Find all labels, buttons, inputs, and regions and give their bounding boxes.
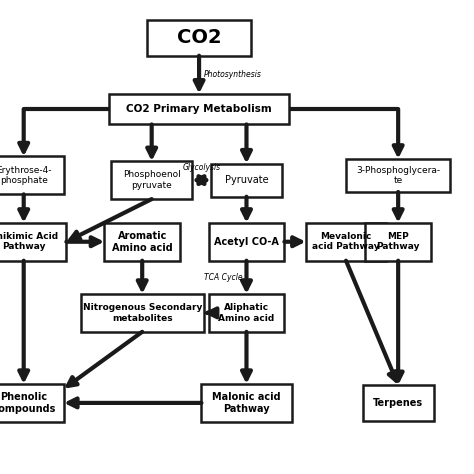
FancyBboxPatch shape bbox=[346, 159, 450, 192]
Text: Nitrogenous Secondary
metabolites: Nitrogenous Secondary metabolites bbox=[82, 303, 202, 322]
Text: Phosphoenol
pyruvate: Phosphoenol pyruvate bbox=[123, 171, 181, 190]
Text: Aromatic
Amino acid: Aromatic Amino acid bbox=[112, 231, 173, 253]
Text: 3-Phosphoglycera-
te: 3-Phosphoglycera- te bbox=[356, 166, 440, 185]
FancyBboxPatch shape bbox=[0, 223, 66, 261]
Text: Shikimic Acid
Pathway: Shikimic Acid Pathway bbox=[0, 232, 58, 251]
FancyBboxPatch shape bbox=[201, 384, 292, 422]
Text: MEP
Pathway: MEP Pathway bbox=[376, 232, 420, 251]
Text: Glycolysis: Glycolysis bbox=[182, 163, 220, 172]
FancyBboxPatch shape bbox=[209, 294, 284, 332]
FancyBboxPatch shape bbox=[0, 156, 64, 194]
FancyBboxPatch shape bbox=[111, 161, 192, 199]
FancyBboxPatch shape bbox=[365, 223, 431, 261]
Text: Photosynthesis: Photosynthesis bbox=[204, 70, 262, 79]
FancyBboxPatch shape bbox=[147, 20, 251, 56]
Text: Mevalonic
acid Pathway: Mevalonic acid Pathway bbox=[312, 232, 380, 251]
Text: Erythrose-4-
phosphate: Erythrose-4- phosphate bbox=[0, 166, 52, 185]
Text: Phenolic
Compounds: Phenolic Compounds bbox=[0, 392, 56, 414]
FancyBboxPatch shape bbox=[104, 223, 180, 261]
FancyBboxPatch shape bbox=[363, 385, 434, 421]
Text: Acetyl CO-A: Acetyl CO-A bbox=[214, 237, 279, 247]
FancyBboxPatch shape bbox=[306, 223, 386, 261]
Text: Pyruvate: Pyruvate bbox=[225, 175, 268, 185]
Text: Aliphatic
Amino acid: Aliphatic Amino acid bbox=[219, 303, 274, 322]
FancyBboxPatch shape bbox=[211, 164, 282, 197]
FancyBboxPatch shape bbox=[209, 223, 284, 261]
Text: CO2: CO2 bbox=[177, 28, 221, 47]
Text: TCA Cycle: TCA Cycle bbox=[204, 273, 242, 282]
FancyBboxPatch shape bbox=[109, 94, 289, 124]
Text: Terpenes: Terpenes bbox=[373, 398, 423, 408]
FancyBboxPatch shape bbox=[0, 384, 64, 422]
Text: CO2 Primary Metabolism: CO2 Primary Metabolism bbox=[126, 104, 272, 114]
FancyBboxPatch shape bbox=[81, 294, 204, 332]
Text: Malonic acid
Pathway: Malonic acid Pathway bbox=[212, 392, 281, 414]
